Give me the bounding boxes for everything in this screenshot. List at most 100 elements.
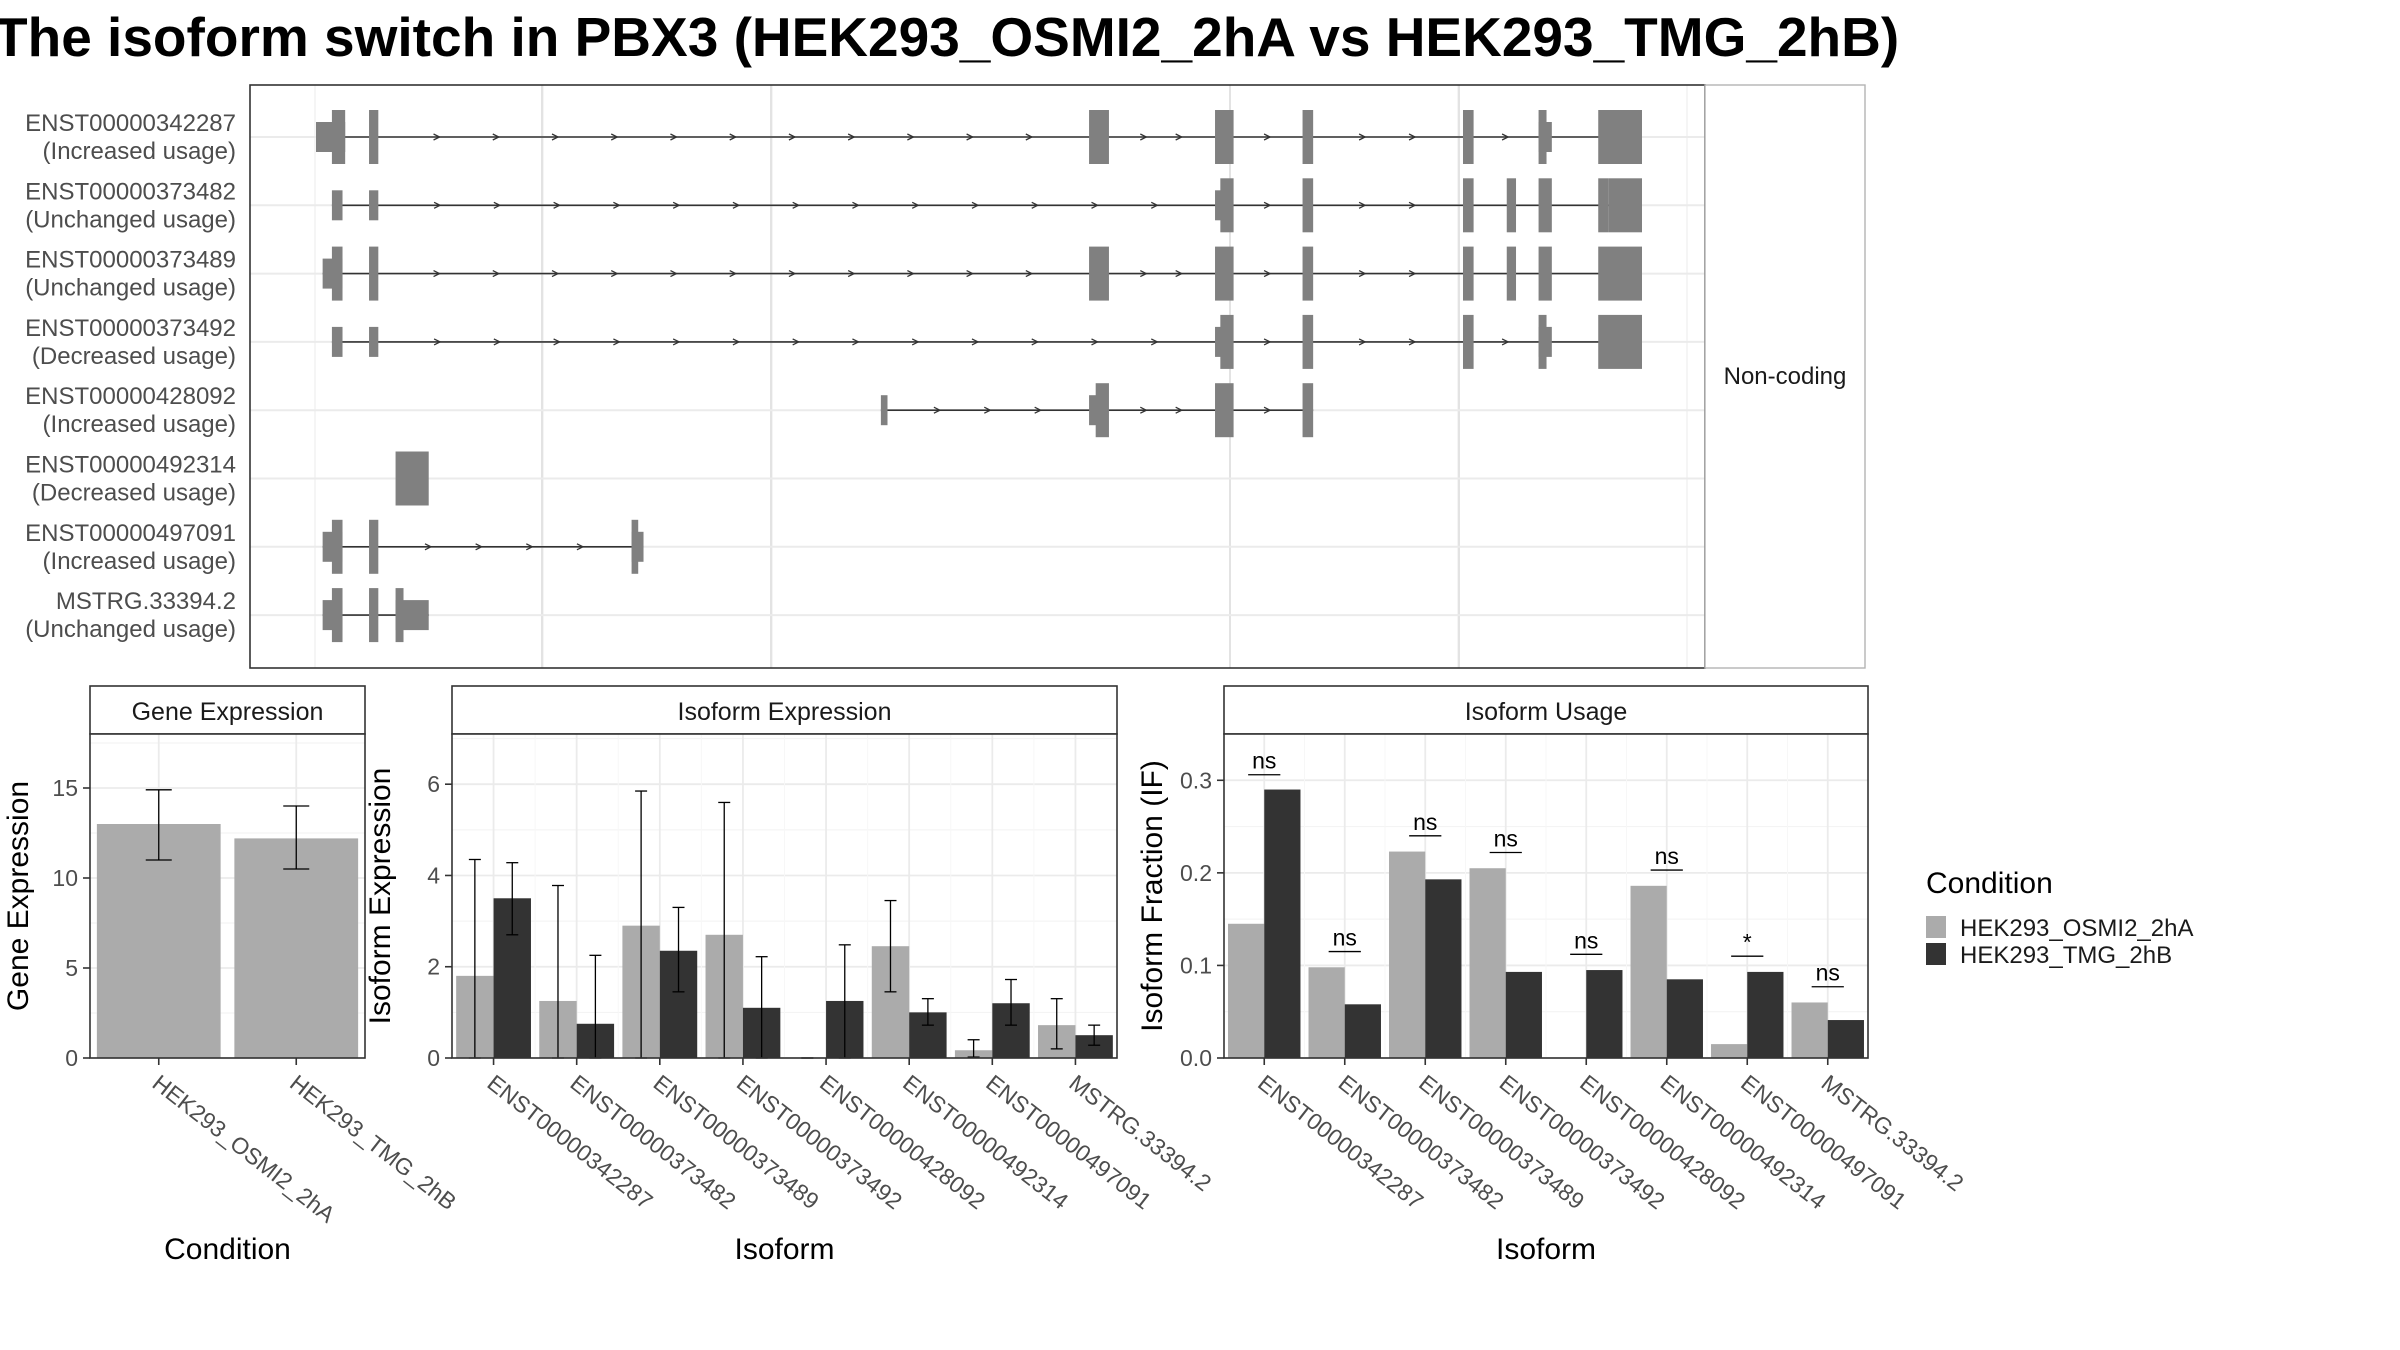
intron-direction-arrow <box>732 201 741 209</box>
isoform-expression-bar <box>1075 1035 1113 1058</box>
intron-direction-arrow <box>1501 338 1510 346</box>
isoform-usage-y-tick-label: 0.1 <box>1180 952 1212 978</box>
exon-block <box>1215 110 1234 164</box>
isoform-id-label: ENST00000342287 <box>25 110 236 137</box>
exon-block <box>331 110 346 164</box>
intron-direction-arrow <box>852 338 860 346</box>
legend-title: Condition <box>1926 867 2053 900</box>
isoform-usage-significance-label: ns <box>1574 927 1598 953</box>
intron-direction-arrow <box>729 270 738 278</box>
intron-direction-arrow <box>1408 270 1417 278</box>
isoform-usage-significance-label: ns <box>1494 825 1518 851</box>
isoform-usage-bar <box>1711 1044 1748 1058</box>
exon-block <box>369 588 379 643</box>
isoform-id-label: ENST00000373489 <box>25 247 236 274</box>
intron-direction-arrow <box>1140 270 1148 278</box>
intron-direction-arrow <box>672 201 681 209</box>
isoform-usage-y-tick-label: 0.0 <box>1180 1045 1212 1071</box>
intron-direction-arrow <box>1031 201 1040 209</box>
isoform-label-0: ENST00000342287 (Increased usage) <box>25 110 236 165</box>
isoform-usage-bar <box>1264 789 1301 1058</box>
isoform-expression-title-strip <box>451 685 1118 735</box>
isoform-expression-y-axis-title: Isoform Expression <box>364 768 397 1025</box>
intron-direction-arrow <box>792 338 801 346</box>
exon-block <box>369 246 379 301</box>
intron-direction-arrow <box>670 133 678 141</box>
intron-direction-arrow <box>847 270 856 278</box>
gene-expression-y-axis-title: Gene Expression <box>2 781 35 1011</box>
intron-direction-arrow <box>492 270 501 278</box>
structure-side-strip <box>1704 84 1866 669</box>
exon-block <box>1302 383 1314 438</box>
isoform-label-5: ENST00000492314 (Decreased usage) <box>25 452 236 507</box>
intron-direction-arrow <box>433 133 442 141</box>
intron-direction-arrow <box>433 270 442 278</box>
isoform-usage-panel: Isoform Usage0.00.10.20.3ENST00000342287… <box>1136 685 1969 1266</box>
intron-direction-arrow <box>911 201 920 209</box>
intron-direction-arrow <box>852 201 860 209</box>
intron-direction-arrow <box>1034 406 1043 414</box>
isoform-id-label: ENST00000428092 <box>25 383 236 410</box>
intron-direction-arrow <box>847 133 856 141</box>
isoform-usage-bar <box>1344 1004 1381 1058</box>
isoform-usage-bar <box>1791 1002 1828 1058</box>
isoform-usage-x-tick-label: MSTRG.33394.2 <box>1817 1069 1969 1196</box>
intron-direction-arrow <box>493 201 502 209</box>
gene-expression-bar <box>96 824 221 1058</box>
intron-direction-arrow <box>1140 133 1148 141</box>
isoform-usage-significance-label: ns <box>1816 960 1840 986</box>
intron-direction-arrow <box>1263 270 1272 278</box>
isoform-usage-plot-border <box>1223 733 1869 1059</box>
exon-block <box>331 588 343 643</box>
isoform-usage-label: (Decreased usage) <box>32 480 236 507</box>
intron-direction-arrow <box>1175 270 1184 278</box>
structure-plot-background <box>250 85 1705 668</box>
exon-block <box>331 519 343 574</box>
isoform-usage-bar <box>1308 967 1345 1058</box>
exon-block <box>1608 178 1642 233</box>
exon-block <box>1538 122 1552 152</box>
isoform-usage-bar <box>1425 879 1462 1058</box>
exon-block <box>1215 246 1234 301</box>
intron-direction-arrow <box>1031 338 1040 346</box>
exon-block <box>880 395 888 426</box>
intron-direction-arrow <box>1263 406 1272 414</box>
exon-block <box>369 519 379 574</box>
intron-direction-arrow <box>1358 338 1367 346</box>
exon-block <box>1462 314 1474 369</box>
intron-direction-arrow <box>1408 338 1417 346</box>
isoform-id-label: ENST00000492314 <box>25 452 236 479</box>
isoform-label-3: ENST00000373492 (Decreased usage) <box>25 315 236 370</box>
intron-direction-arrow <box>1263 201 1272 209</box>
intron-direction-arrow <box>1408 133 1417 141</box>
intron-direction-arrow <box>610 133 619 141</box>
intron-direction-arrow <box>613 201 621 209</box>
intron-direction-arrow <box>553 201 562 209</box>
exon-block <box>395 600 429 631</box>
intron-direction-arrow <box>475 543 484 551</box>
intron-direction-arrow <box>907 270 915 278</box>
gene-expression-title-strip <box>89 685 366 735</box>
exon-block <box>1462 178 1474 233</box>
intron-direction-arrow <box>576 543 585 551</box>
gene-expression-panel-title: Gene Expression <box>132 698 324 726</box>
exon-block <box>1538 246 1552 301</box>
intron-direction-arrow <box>1025 270 1034 278</box>
exon-block <box>1302 110 1314 164</box>
isoform-usage-label: (Decreased usage) <box>32 343 236 370</box>
intron-direction-arrow <box>983 406 992 414</box>
exon-block <box>1462 246 1474 301</box>
intron-direction-arrow <box>1501 133 1510 141</box>
intron-direction-arrow <box>525 543 534 551</box>
intron-direction-arrow <box>613 338 621 346</box>
intron-direction-arrow <box>1408 201 1417 209</box>
isoform-id-label: ENST00000497091 <box>25 520 236 547</box>
intron-direction-arrow <box>1091 201 1099 209</box>
isoform-expression-y-tick-label: 4 <box>427 862 440 888</box>
exon-block <box>1302 314 1314 369</box>
isoform-label-2: ENST00000373489 (Unchanged usage) <box>25 247 236 302</box>
exon-block <box>1220 178 1234 233</box>
isoform-id-label: ENST00000373492 <box>25 315 236 342</box>
intron-direction-arrow <box>551 270 560 278</box>
isoform-expression-y-tick-label: 6 <box>427 771 440 797</box>
